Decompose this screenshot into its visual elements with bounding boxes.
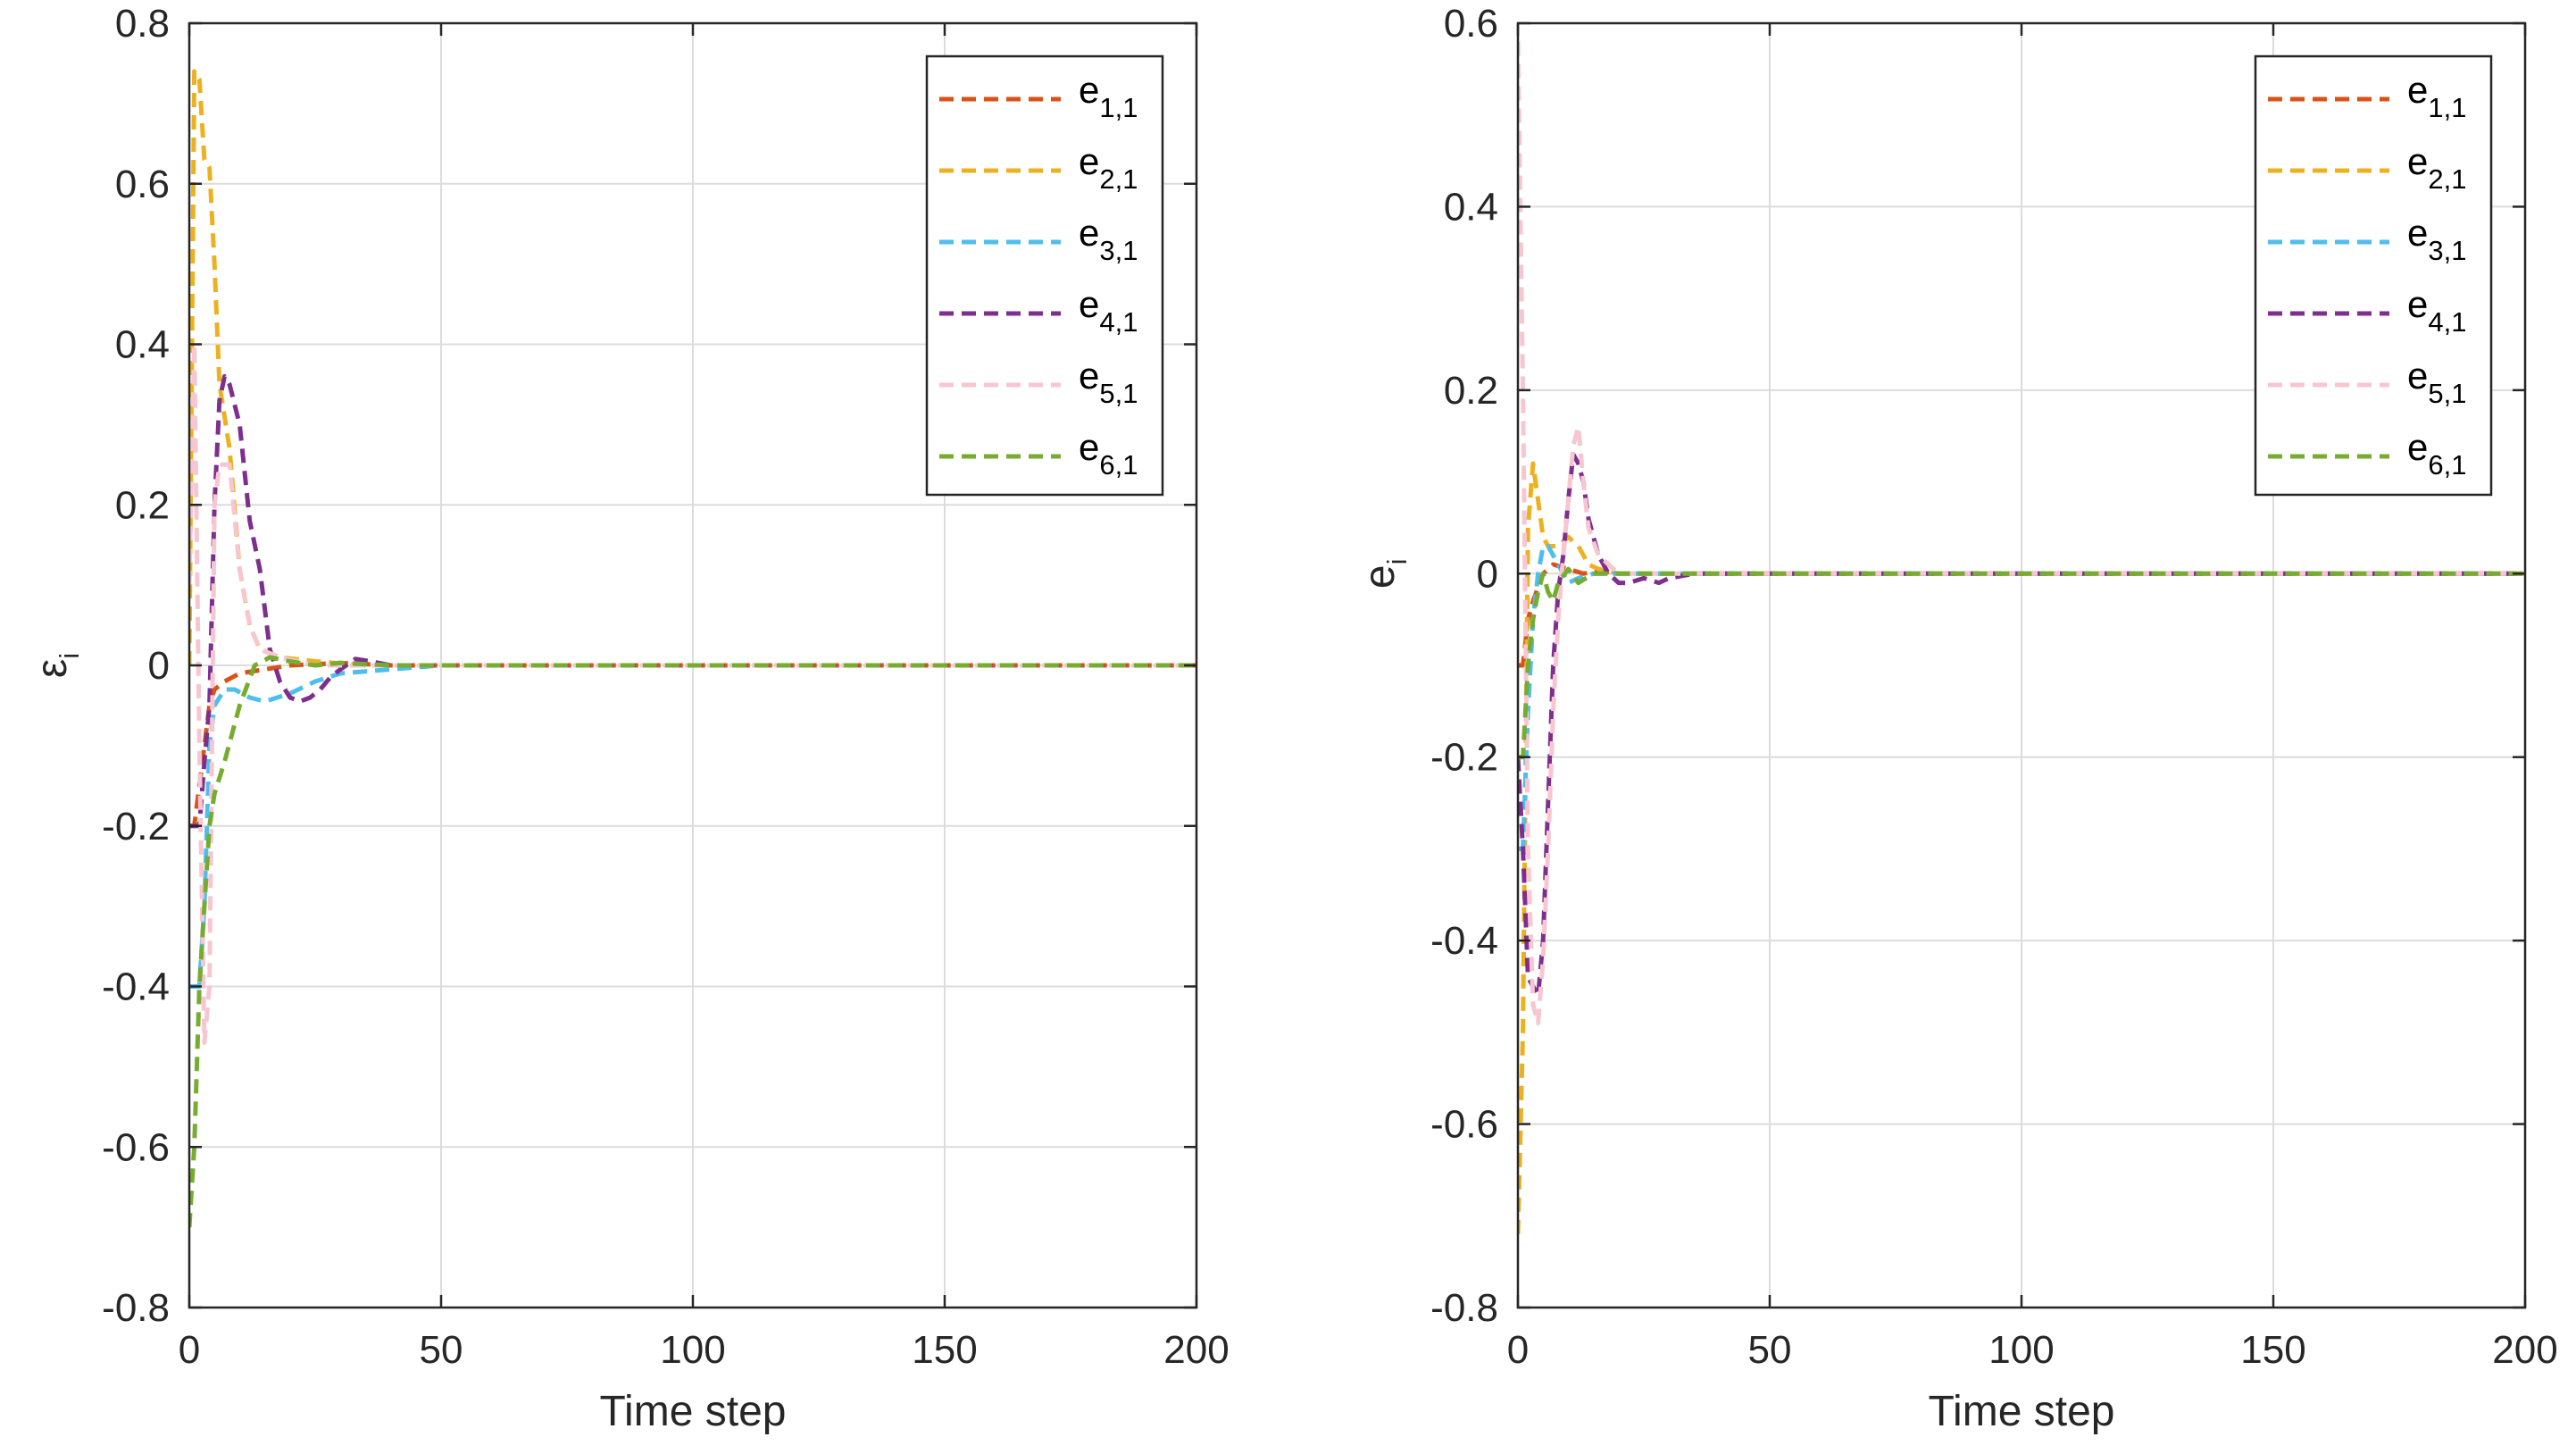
legend-entry-label: e3,1 — [2407, 212, 2466, 266]
legend-entry-sub: 5,1 — [2428, 378, 2466, 409]
x-tick-label: 50 — [420, 1328, 463, 1372]
legend-entry-label: e6,1 — [1079, 426, 1138, 480]
x-tick-label: 150 — [912, 1328, 977, 1372]
y-axis-label-sub: i — [54, 653, 85, 659]
legend-entry-sub: 6,1 — [2428, 449, 2466, 480]
legend-entry-sub: 4,1 — [1099, 306, 1138, 338]
x-tick-label: 200 — [2492, 1328, 2557, 1372]
x-axis-label: Time step — [1929, 1388, 2115, 1435]
legend-entry-sub: 3,1 — [1099, 235, 1138, 266]
legend-entry-sub: 3,1 — [2428, 235, 2466, 266]
legend-entry-name: e — [2407, 69, 2428, 111]
legend-entry-name: e — [1079, 283, 1099, 325]
y-tick-label: -0.4 — [1430, 919, 1498, 963]
ticks: 0 50 100 150 200 -0.8 -0.6 -0.4 -0.2 0 0.2 0.4 0.6 0.… — [102, 2, 1230, 1372]
y-tick-label: -0.6 — [102, 1125, 170, 1169]
series-group — [1518, 41, 2525, 1234]
legend-entry-name: e — [1079, 140, 1099, 182]
legend-entry-name: e — [2407, 283, 2428, 325]
series-line-e-6-1 — [189, 655, 1196, 1228]
legend-entry-label: e2,1 — [2407, 140, 2466, 195]
y-axis-label: ei — [1356, 558, 1413, 589]
series-line-e-5-1 — [189, 342, 1196, 1045]
legend-entry-name: e — [2407, 140, 2428, 182]
series-line-e-5-1 — [1518, 41, 2525, 1026]
legend-entry-sub: 6,1 — [1099, 449, 1138, 480]
x-axis-label: Time step — [600, 1388, 787, 1435]
series-line-e-2-1 — [1518, 461, 2525, 1234]
legend-entry-label: e1,1 — [2407, 69, 2466, 123]
series-line-e-4-1 — [1518, 452, 2525, 999]
y-tick-label: 0.6 — [1444, 2, 1498, 46]
legend-entry-name: e — [2407, 212, 2428, 254]
legend-entry-label: e1,1 — [1079, 69, 1138, 123]
legend-entry-sub: 1,1 — [2428, 92, 2466, 123]
y-tick-label: 0 — [1477, 552, 1498, 596]
series-group — [189, 69, 1196, 1228]
legend-box — [2254, 54, 2493, 497]
y-tick-label: -0.8 — [1430, 1286, 1498, 1330]
y-axis-label-sub: i — [1381, 558, 1413, 564]
series-line-e-3-1 — [1518, 544, 2525, 851]
series-line-e-4-1 — [189, 373, 1196, 829]
legend-entry-sub: 2,1 — [1099, 163, 1138, 195]
y-tick-label: 0.2 — [1444, 369, 1498, 413]
legend-entry-name: e — [1079, 212, 1099, 254]
legend: e1,1e2,1e3,1e4,1e5,1e6,1 — [2254, 54, 2493, 497]
legend-entry-label: e2,1 — [1079, 140, 1138, 195]
legend-entry-label: e5,1 — [2407, 355, 2466, 409]
legend-entry-name: e — [2407, 426, 2428, 468]
ticks: 0 50 100 150 200 -0.8 -0.6 -0.4 -0.2 0 0.2 0.4 0.6 — [1430, 2, 2558, 1372]
legend-entry-label: e3,1 — [1079, 212, 1138, 266]
legend: e1,1e2,1e3,1e4,1e5,1e6,1 — [925, 54, 1164, 497]
x-tick-label: 150 — [2240, 1328, 2305, 1372]
y-tick-label: -0.2 — [1430, 736, 1498, 780]
y-tick-label: 0.2 — [115, 483, 170, 527]
legend-entry-sub: 2,1 — [2428, 163, 2466, 195]
y-tick-label: -0.8 — [102, 1286, 170, 1330]
y-tick-label: 0.6 — [115, 163, 170, 206]
legend-entry-label: e4,1 — [1079, 283, 1138, 338]
x-tick-label: 200 — [1163, 1328, 1229, 1372]
y-axis-label-main: ε — [29, 659, 76, 678]
y-tick-label: 0.4 — [1444, 185, 1498, 229]
x-tick-label: 100 — [1988, 1328, 2054, 1372]
y-axis-label-main: e — [1356, 564, 1404, 589]
chart-right: 0 50 100 150 200 -0.8 -0.6 -0.4 -0.2 0 0.2 0.4 0.6 Ti… — [1356, 2, 2558, 1435]
x-tick-label: 50 — [1748, 1328, 1792, 1372]
y-tick-label: -0.4 — [102, 965, 170, 1009]
x-tick-label: 0 — [179, 1328, 200, 1372]
y-tick-label: 0.4 — [115, 323, 170, 367]
y-tick-label: 0.8 — [115, 2, 170, 46]
legend-entry-label: e5,1 — [1079, 355, 1138, 409]
legend-entry-sub: 5,1 — [1099, 378, 1138, 409]
legend-entry-name: e — [1079, 69, 1099, 111]
y-axis-label: εi — [29, 653, 85, 678]
chart-left: 0 50 100 150 200 -0.8 -0.6 -0.4 -0.2 0 0.2 0.4 0.6 0.… — [29, 2, 1230, 1435]
legend-entry-sub: 4,1 — [2428, 306, 2466, 338]
y-tick-label: -0.2 — [102, 805, 170, 848]
x-tick-label: 0 — [1507, 1328, 1529, 1372]
legend-box — [925, 54, 1164, 497]
y-tick-label: 0 — [148, 644, 170, 688]
series-line-e-6-1 — [1518, 566, 2525, 760]
legend-entry-sub: 1,1 — [1099, 92, 1138, 123]
legend-entry-name: e — [1079, 426, 1099, 468]
y-tick-label: -0.6 — [1430, 1103, 1498, 1147]
legend-entry-label: e6,1 — [2407, 426, 2466, 480]
legend-entry-name: e — [1079, 355, 1099, 397]
x-tick-label: 100 — [660, 1328, 725, 1372]
legend-entry-name: e — [2407, 355, 2428, 397]
legend-entry-label: e4,1 — [2407, 283, 2466, 338]
